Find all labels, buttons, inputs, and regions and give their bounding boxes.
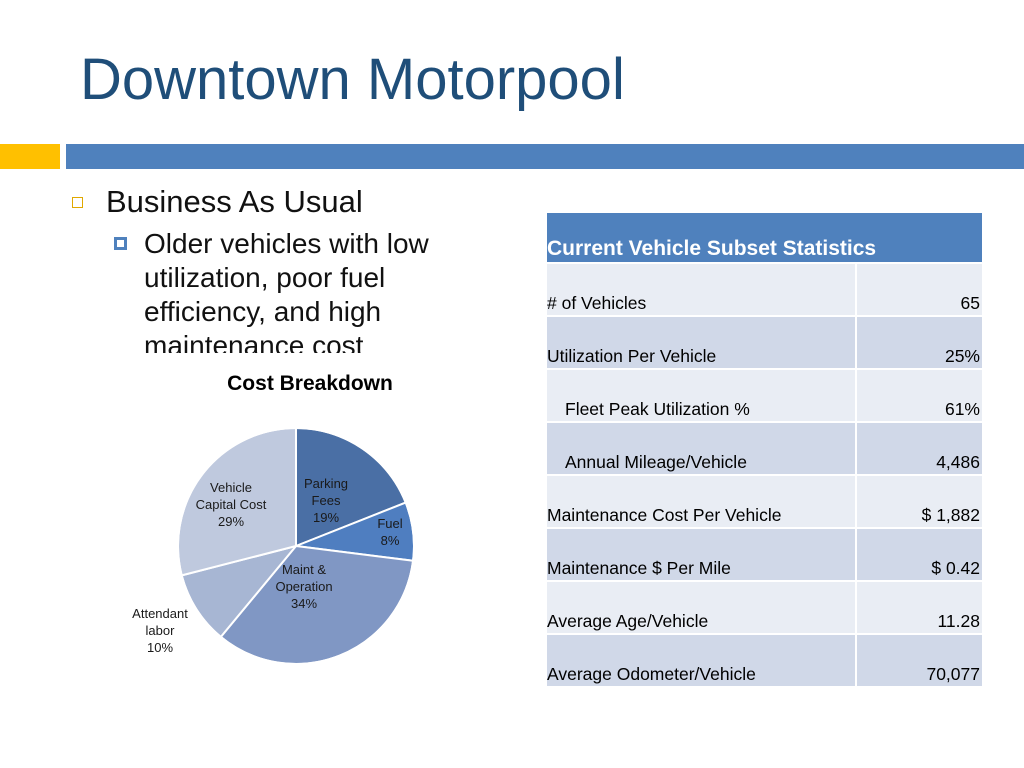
table-row: Annual Mileage/Vehicle 4,486 (547, 421, 982, 475)
row-value: 25% (855, 315, 982, 369)
row-label: Maintenance $ Per Mile (547, 527, 856, 581)
filled-square-bullet-icon (114, 237, 127, 250)
row-label: Utilization Per Vehicle (547, 315, 856, 369)
row-value: 61% (855, 368, 982, 422)
page-title: Downtown Motorpool (80, 47, 625, 112)
row-label: Average Age/Vehicle (547, 580, 856, 634)
accent-bar-gold (0, 144, 60, 169)
row-value: 70,077 (855, 633, 982, 686)
cost-breakdown-chart: Cost Breakdown Parking Fees 19% Fuel 8% Maint… (120, 362, 520, 682)
table-row: Maintenance Cost Per Vehicle $ 1,882 (547, 474, 982, 528)
bullet-list: Business As Usual Older vehicles with lo… (70, 183, 490, 353)
pie-label-vehicle-capital-cost: Vehicle Capital Cost 29% (196, 480, 267, 529)
bullet-level1: Business As Usual (70, 183, 490, 221)
table-row: Average Odometer/Vehicle 70,077 (547, 633, 982, 686)
table-row: Fleet Peak Utilization % 61% (547, 368, 982, 422)
row-label: Average Odometer/Vehicle (547, 633, 856, 686)
row-value: 11.28 (855, 580, 982, 634)
row-label: Fleet Peak Utilization % (547, 368, 856, 422)
pie-label-parking-fees: Parking Fees 19% (304, 476, 348, 525)
table-header-row: Current Vehicle Subset Statistics (547, 213, 982, 263)
row-label: # of Vehicles (547, 262, 856, 316)
bullet-level2-text: Older vehicles with low utilization, poo… (144, 228, 429, 353)
table-row: Maintenance $ Per Mile $ 0.42 (547, 527, 982, 581)
hollow-square-bullet-icon (72, 197, 83, 208)
row-value: $ 1,882 (855, 474, 982, 528)
table-row: # of Vehicles 65 (547, 262, 982, 316)
bullet-level2: Older vehicles with low utilization, poo… (70, 227, 464, 353)
bullet-level1-text: Business As Usual (106, 184, 363, 219)
table-row: Utilization Per Vehicle 25% (547, 315, 982, 369)
row-label: Annual Mileage/Vehicle (547, 421, 856, 475)
row-value: 4,486 (855, 421, 982, 475)
pie-label-attendant-labor: Attendant labor 10% (132, 606, 188, 655)
pie-chart-svg: Parking Fees 19% Fuel 8% Maint & Operation 34% A… (132, 426, 415, 665)
chart-title: Cost Breakdown (227, 372, 393, 395)
pie-outline (177, 427, 415, 665)
row-label: Maintenance Cost Per Vehicle (547, 474, 856, 528)
pie-label-fuel: Fuel 8% (377, 516, 402, 548)
pie-label-maint-operation: Maint & Operation 34% (275, 562, 332, 611)
table-header: Current Vehicle Subset Statistics (547, 213, 982, 263)
accent-bar-blue (66, 144, 1024, 169)
table-row: Average Age/Vehicle 11.28 (547, 580, 982, 634)
row-value: $ 0.42 (855, 527, 982, 581)
vehicle-stats-table: Current Vehicle Subset Statistics # of V… (547, 213, 982, 686)
row-value: 65 (855, 262, 982, 316)
